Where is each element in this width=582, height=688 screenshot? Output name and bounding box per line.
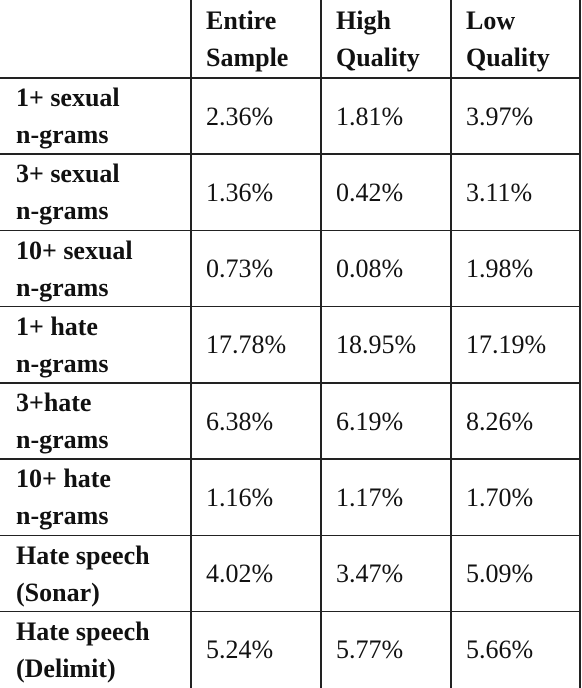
value-cell: 1.81% <box>320 78 450 154</box>
column-border <box>190 0 192 688</box>
value-text: 1.81% <box>336 101 404 131</box>
value-text: 2.36% <box>206 101 274 131</box>
header-cell: Entire Sample <box>190 0 320 78</box>
row-border <box>0 382 580 384</box>
value-cell: 5.24% <box>190 612 320 688</box>
row-border <box>0 77 580 79</box>
value-cell: 18.95% <box>320 307 450 383</box>
row-label-text: (Sonar) <box>16 577 100 607</box>
value-text: 18.95% <box>336 330 417 360</box>
row-label: 1+ sexual n-grams <box>0 78 190 154</box>
value-cell: 1.16% <box>190 459 320 535</box>
value-text: 5.66% <box>466 635 534 665</box>
value-cell: 4.02% <box>190 536 320 612</box>
header-text: Quality <box>466 43 550 72</box>
value-cell: 1.98% <box>450 231 582 307</box>
row-label-text: Hate speech <box>16 616 150 646</box>
header-text: High <box>336 6 391 35</box>
value-text: 5.09% <box>466 559 534 589</box>
row-border <box>0 153 580 155</box>
row-label-text: 10+ sexual <box>16 235 133 265</box>
value-text: 1.70% <box>466 482 534 512</box>
value-text: 6.19% <box>336 406 404 436</box>
value-text: 3.11% <box>466 177 533 207</box>
value-text: 8.26% <box>466 406 534 436</box>
value-cell: 3.47% <box>320 536 450 612</box>
row-label-text: 3+ sexual <box>16 159 120 189</box>
value-cell: 0.08% <box>320 231 450 307</box>
row-label: 10+ hate n-grams <box>0 459 190 535</box>
value-cell: 1.36% <box>190 154 320 230</box>
value-cell: 8.26% <box>450 383 582 459</box>
row-label: Hate speech (Sonar) <box>0 536 190 612</box>
header-text: Low <box>466 6 516 35</box>
value-text: 5.24% <box>206 635 274 665</box>
value-cell: 17.19% <box>450 307 582 383</box>
row-label-text: (Delimit) <box>16 653 116 683</box>
header-text: Entire <box>206 6 277 35</box>
row-label-text: n-grams <box>16 196 109 226</box>
value-text: 5.77% <box>336 635 404 665</box>
value-cell: 5.09% <box>450 536 582 612</box>
header-text: Sample <box>206 43 289 72</box>
row-label-text: Hate speech <box>16 540 150 570</box>
value-cell: 3.11% <box>450 154 582 230</box>
value-cell: 0.42% <box>320 154 450 230</box>
value-cell: 17.78% <box>190 307 320 383</box>
value-cell: 6.38% <box>190 383 320 459</box>
value-cell: 2.36% <box>190 78 320 154</box>
row-label-text: n-grams <box>16 348 109 378</box>
value-text: 0.42% <box>336 177 404 207</box>
value-text: 3.97% <box>466 101 534 131</box>
value-cell: 1.70% <box>450 459 582 535</box>
row-label-text: n-grams <box>16 272 109 302</box>
row-label-text: 1+ hate <box>16 311 98 341</box>
value-cell: 0.73% <box>190 231 320 307</box>
header-cell: Low Quality <box>450 0 582 78</box>
value-cell: 6.19% <box>320 383 450 459</box>
row-label-text: n-grams <box>16 120 109 150</box>
row-label: 1+ hate n-grams <box>0 307 190 383</box>
value-text: 3.47% <box>336 559 404 589</box>
row-label-text: n-grams <box>16 425 109 455</box>
column-border <box>320 0 322 688</box>
row-label: 10+ sexual n-grams <box>0 231 190 307</box>
value-text: 4.02% <box>206 559 274 589</box>
column-border <box>579 0 581 688</box>
header-text: Quality <box>336 43 420 72</box>
header-cell: High Quality <box>320 0 450 78</box>
row-border <box>0 610 580 613</box>
value-text: 1.98% <box>466 254 534 284</box>
row-border <box>0 229 580 231</box>
row-border <box>0 305 580 308</box>
row-label-text: 10+ hate <box>16 464 111 494</box>
row-label: 3+hate n-grams <box>0 383 190 459</box>
column-border <box>450 0 452 688</box>
row-label-text: n-grams <box>16 501 109 531</box>
row-border <box>0 458 580 460</box>
value-text: 17.19% <box>466 330 547 360</box>
value-cell: 5.77% <box>320 612 450 688</box>
value-text: 0.73% <box>206 254 274 284</box>
row-label: 3+ sexual n-grams <box>0 154 190 230</box>
value-cell: 3.97% <box>450 78 582 154</box>
value-text: 0.08% <box>336 254 404 284</box>
row-border <box>0 534 580 536</box>
value-cell: 5.66% <box>450 612 582 688</box>
value-text: 6.38% <box>206 406 274 436</box>
value-text: 1.16% <box>206 482 274 512</box>
value-text: 1.17% <box>336 482 404 512</box>
row-label-text: 1+ sexual <box>16 83 120 113</box>
row-label: Hate speech (Delimit) <box>0 612 190 688</box>
value-text: 17.78% <box>206 330 287 360</box>
value-cell: 1.17% <box>320 459 450 535</box>
row-label-text: 3+hate <box>16 388 92 418</box>
value-text: 1.36% <box>206 177 274 207</box>
